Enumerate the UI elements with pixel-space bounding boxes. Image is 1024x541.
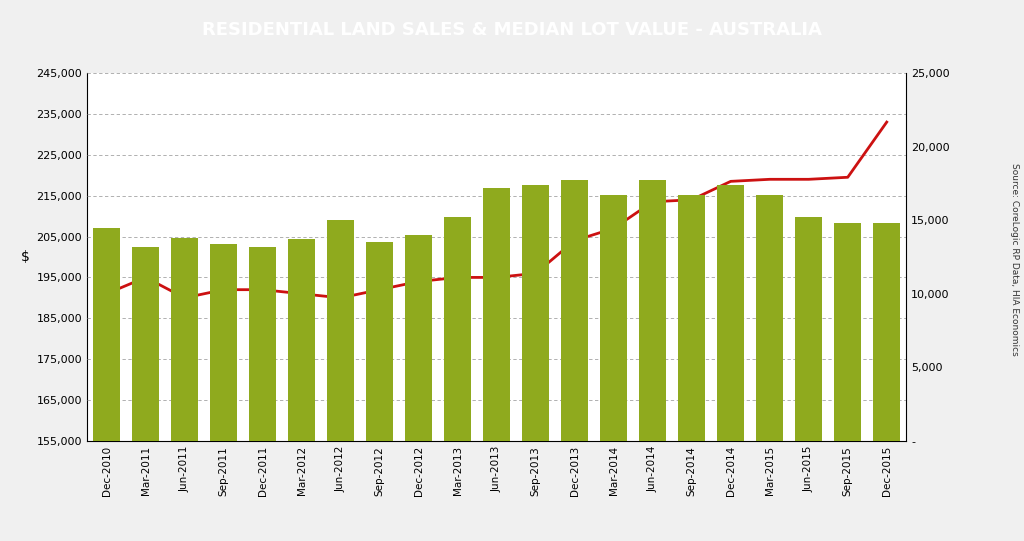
Text: RESIDENTIAL LAND SALES & MEDIAN LOT VALUE - AUSTRALIA: RESIDENTIAL LAND SALES & MEDIAN LOT VALU…	[202, 21, 822, 39]
Bar	[328, 220, 354, 441]
Bar	[171, 238, 198, 441]
Bar	[757, 195, 783, 441]
Bar	[289, 239, 314, 441]
Bar	[406, 235, 432, 441]
Bar	[835, 223, 861, 441]
Bar	[132, 247, 159, 441]
Bar	[93, 228, 120, 441]
Bar	[367, 242, 393, 441]
Bar	[210, 244, 237, 441]
Y-axis label: $: $	[20, 250, 30, 264]
Bar	[718, 185, 744, 441]
Bar	[796, 217, 822, 441]
Bar	[600, 195, 627, 441]
Bar	[639, 181, 666, 441]
Bar	[679, 195, 705, 441]
Bar	[483, 188, 510, 441]
Bar	[561, 181, 588, 441]
Bar	[522, 185, 549, 441]
Bar	[873, 223, 900, 441]
Bar	[444, 217, 471, 441]
Bar	[249, 247, 275, 441]
Text: Source: CoreLogic RP Data, HIA Economics: Source: CoreLogic RP Data, HIA Economics	[1010, 163, 1019, 356]
